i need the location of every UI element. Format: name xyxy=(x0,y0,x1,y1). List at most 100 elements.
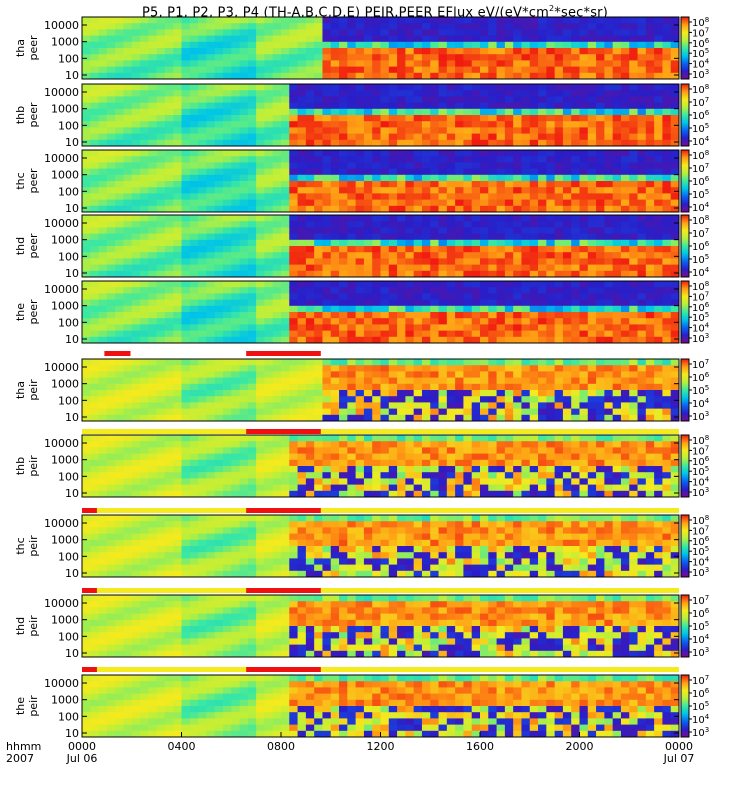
colorbar-tick-label: 104 xyxy=(692,266,710,279)
colorbar-tick-label: 105 xyxy=(692,620,709,633)
x-axis-label-top: hhmm xyxy=(6,740,41,753)
colorbar-tick-label: 105 xyxy=(692,384,709,397)
panel-species-label: peir xyxy=(27,379,40,401)
y-tick-label: 10000 xyxy=(44,86,79,99)
colorbar-tick-label: 107 xyxy=(692,26,709,39)
mode-bar-segment xyxy=(246,429,321,434)
y-tick-label: 100 xyxy=(58,185,79,198)
colorbar-tick-label: 105 xyxy=(692,311,709,324)
colorbar-tick-label: 107 xyxy=(692,674,709,687)
colorbar-tick-label: 105 xyxy=(692,700,709,713)
colorbar-tick-label: 104 xyxy=(692,713,710,726)
x-tick-label: 0400 xyxy=(168,740,196,753)
panel-probe-label: thc xyxy=(14,172,27,189)
panel-probe-label: the xyxy=(14,697,27,715)
y-tick-label: 10 xyxy=(65,567,79,580)
y-tick-label: 10000 xyxy=(44,283,79,296)
colorbar-tick-label: 104 xyxy=(692,397,710,410)
x-end-date: Jul 07 xyxy=(663,752,695,765)
colorbar-tick-label: 104 xyxy=(692,322,710,335)
panel-species-label: peer xyxy=(27,168,40,194)
colorbar-tick-label: 106 xyxy=(692,109,710,122)
y-tick-label: 1000 xyxy=(51,454,79,467)
colorbar-tick-label: 104 xyxy=(692,58,710,71)
panel-probe-label: tha xyxy=(14,39,27,57)
panel-probe-label: thc xyxy=(14,537,27,554)
y-tick-label: 10000 xyxy=(44,517,79,530)
colorbar-tick-label: 106 xyxy=(692,607,710,620)
mode-bar-segment xyxy=(246,351,321,356)
panel-probe-label: thb xyxy=(14,106,27,124)
mode-bar-segment xyxy=(104,351,131,356)
y-tick-label: 10 xyxy=(65,727,79,740)
y-tick-label: 1000 xyxy=(51,534,79,547)
y-tick-label: 1000 xyxy=(51,169,79,182)
y-tick-label: 100 xyxy=(58,119,79,132)
colorbar-tick-label: 103 xyxy=(692,726,709,739)
colorbar-tick-label: 103 xyxy=(692,68,709,81)
colorbar xyxy=(680,214,690,278)
y-tick-label: 10 xyxy=(65,411,79,424)
colorbar xyxy=(680,149,690,213)
colorbar-tick-label: 106 xyxy=(692,371,710,384)
colorbar-tick-label: 104 xyxy=(692,201,710,214)
mode-bar-segment xyxy=(82,588,97,593)
y-tick-label: 1000 xyxy=(51,36,79,49)
mode-bar-segment xyxy=(246,667,321,672)
mode-bar xyxy=(82,667,679,672)
mode-bar xyxy=(82,429,679,434)
x-tick-label: 0800 xyxy=(267,740,295,753)
colorbar-tick-label: 103 xyxy=(692,410,709,423)
y-tick-label: 100 xyxy=(58,394,79,407)
y-tick-label: 10 xyxy=(65,487,79,500)
y-tick-label: 100 xyxy=(58,550,79,563)
colorbar-tick-label: 107 xyxy=(692,162,709,175)
colorbar-tick-label: 105 xyxy=(692,122,709,135)
colorbar-tick-label: 108 xyxy=(692,280,709,293)
y-tick-label: 10 xyxy=(65,267,79,280)
y-tick-label: 1000 xyxy=(51,378,79,391)
colorbar-tick-label: 105 xyxy=(692,545,709,558)
colorbar-tick-label: 107 xyxy=(692,594,709,607)
colorbar xyxy=(680,594,690,658)
mode-bar xyxy=(82,588,679,593)
colorbar xyxy=(680,514,690,578)
y-tick-label: 10 xyxy=(65,69,79,82)
colorbar-tick-label: 106 xyxy=(692,175,710,188)
colorbar-tick-label: 104 xyxy=(692,556,710,569)
colorbar-tick-label: 105 xyxy=(692,47,709,60)
mode-bar-segment xyxy=(82,667,97,672)
panel-probe-label: thd xyxy=(14,237,27,255)
panel-species-label: peir xyxy=(27,535,40,557)
mode-bar xyxy=(82,508,679,513)
colorbar-tick-label: 107 xyxy=(692,358,709,371)
y-tick-label: 1000 xyxy=(51,103,79,116)
y-tick-label: 1000 xyxy=(51,614,79,627)
colorbar-tick-label: 103 xyxy=(692,566,709,579)
colorbar-tick-label: 108 xyxy=(692,434,709,447)
colorbar-tick-label: 106 xyxy=(692,535,710,548)
x-tick-label: 1600 xyxy=(466,740,494,753)
y-tick-label: 10 xyxy=(65,202,79,215)
y-tick-label: 10000 xyxy=(44,597,79,610)
colorbar-tick-label: 106 xyxy=(692,687,710,700)
y-tick-label: 100 xyxy=(58,316,79,329)
panel-species-label: peer xyxy=(27,233,40,259)
colorbar-tick-label: 107 xyxy=(692,290,709,303)
x-tick-label: 0000 xyxy=(665,740,693,753)
y-tick-label: 10000 xyxy=(44,152,79,165)
y-tick-label: 100 xyxy=(58,250,79,263)
colorbar-tick-label: 107 xyxy=(692,227,709,240)
colorbar-tick-label: 108 xyxy=(692,514,709,527)
colorbar-tick-label: 104 xyxy=(692,135,710,148)
panel-probe-label: the xyxy=(14,303,27,321)
colorbar-tick-label: 108 xyxy=(692,214,709,227)
colorbar-tick-label: 108 xyxy=(692,149,709,162)
colorbar xyxy=(680,358,690,422)
